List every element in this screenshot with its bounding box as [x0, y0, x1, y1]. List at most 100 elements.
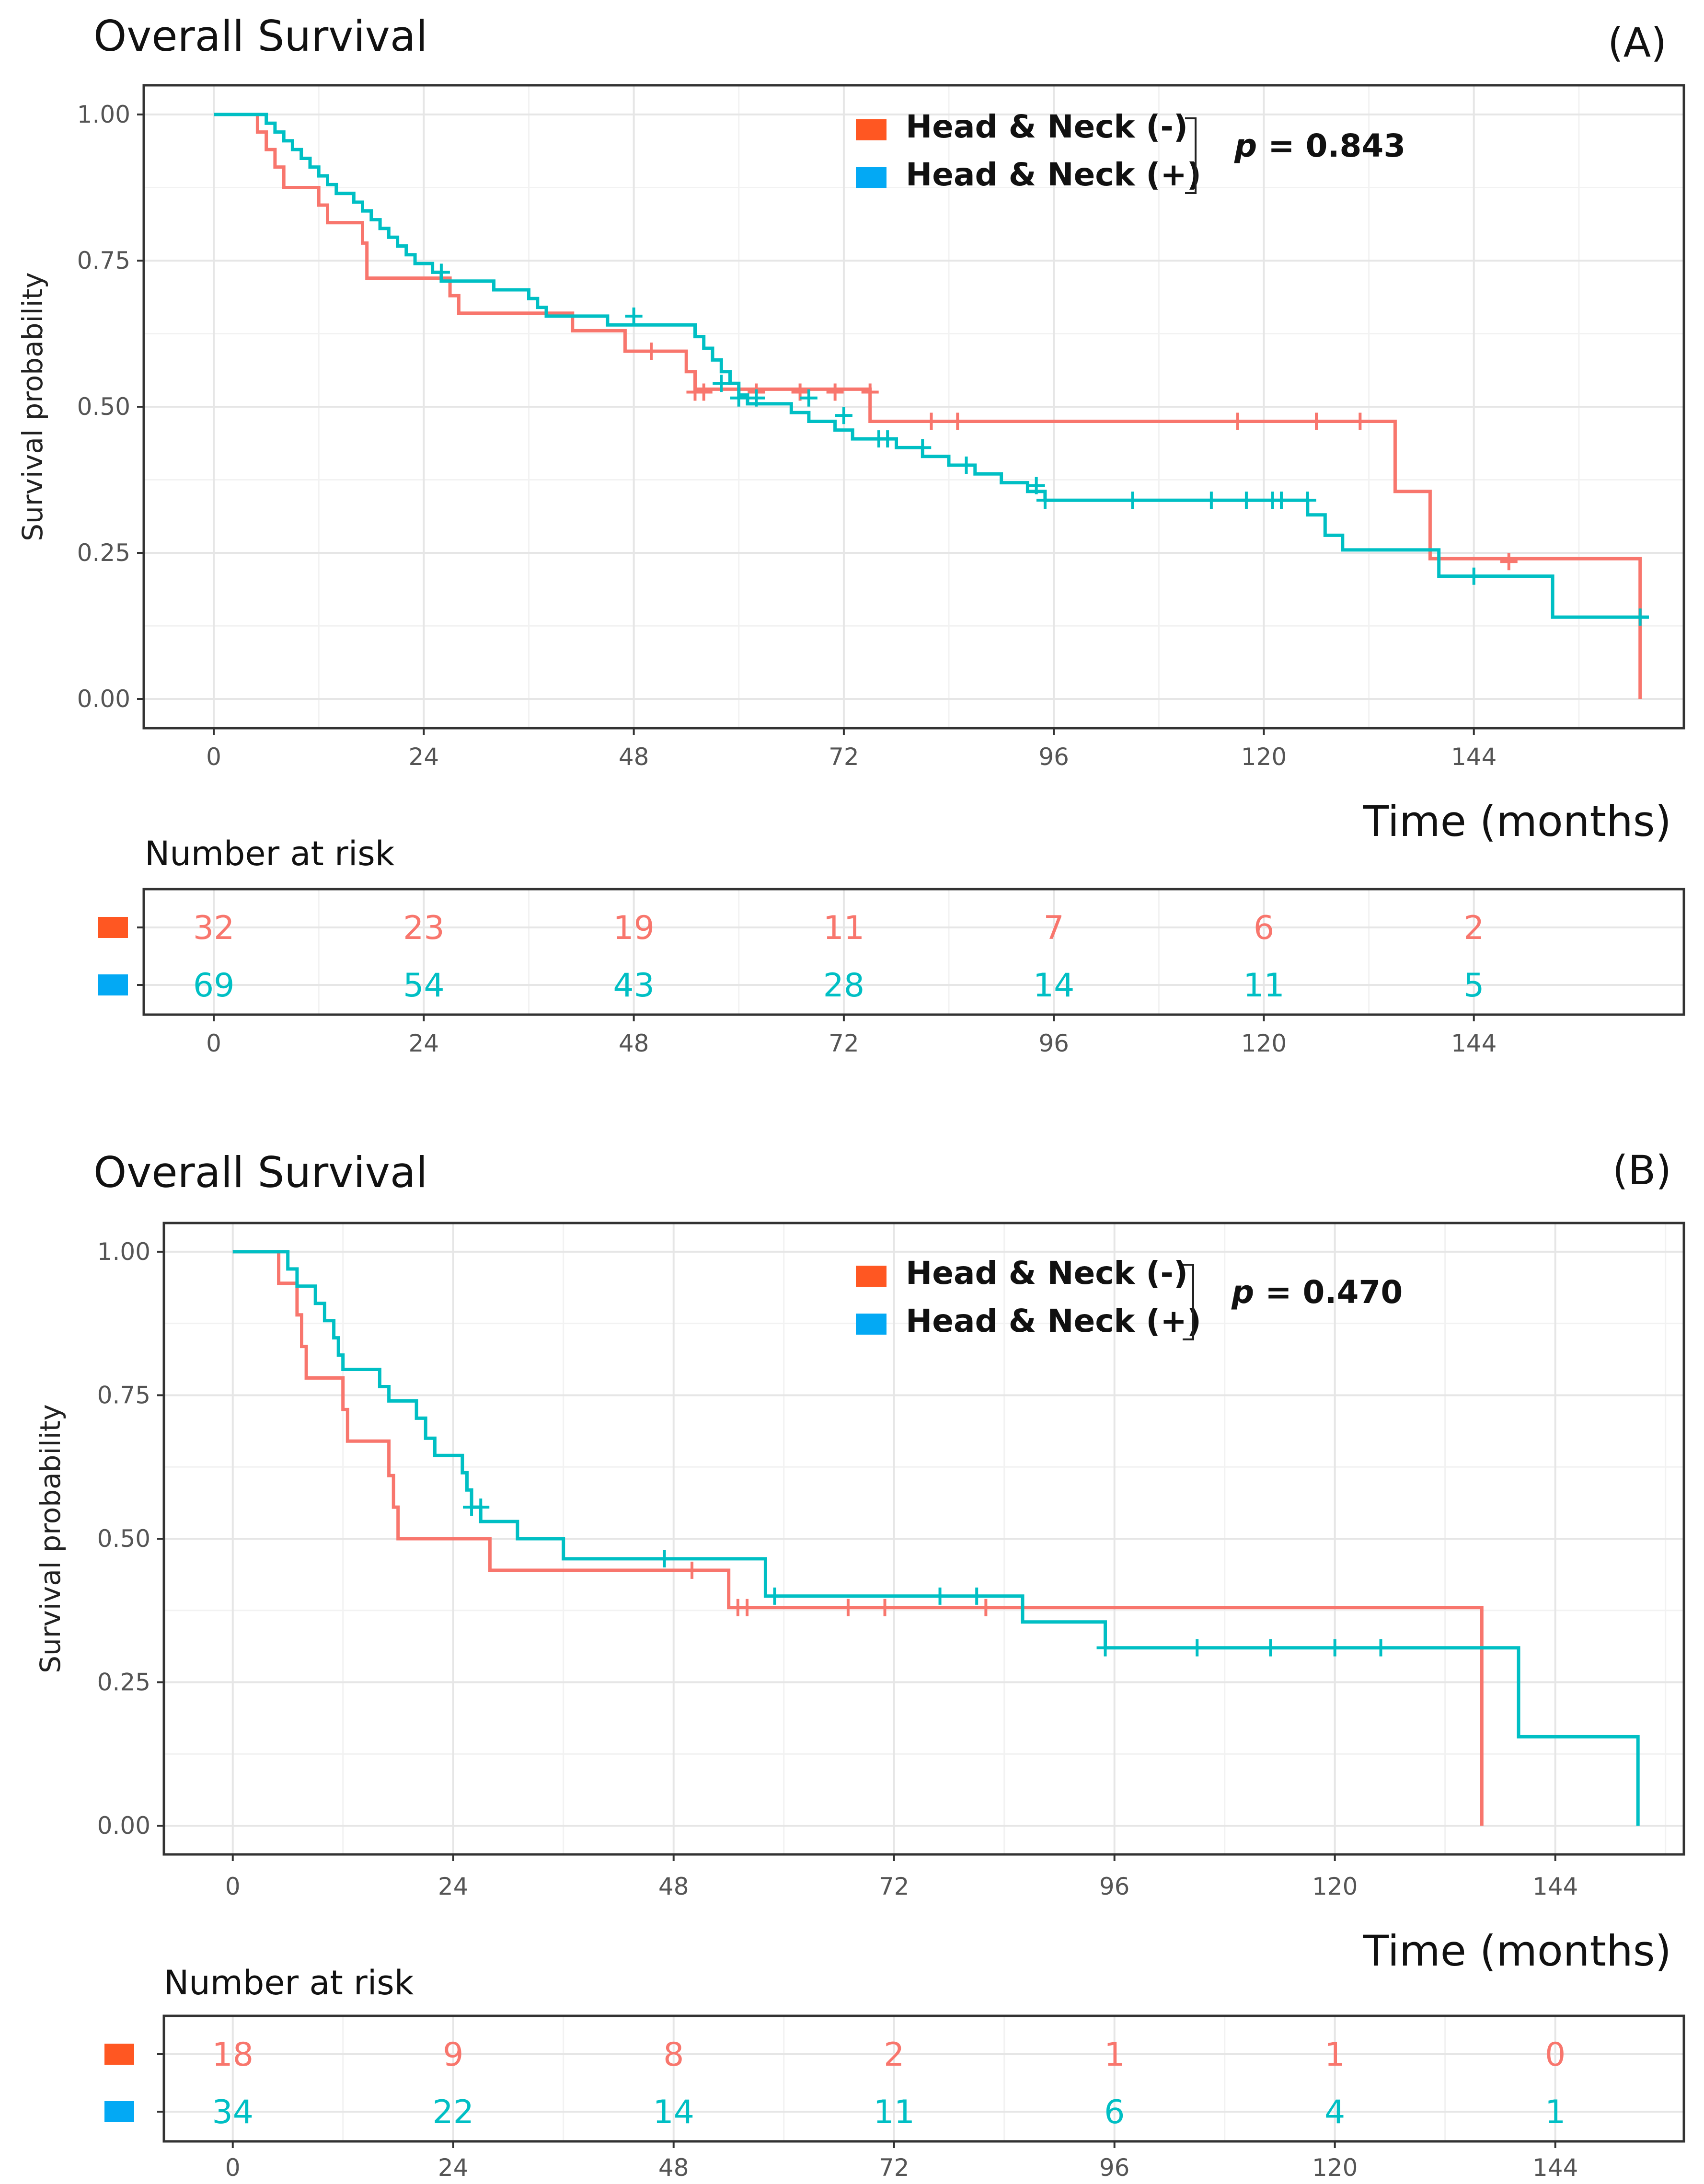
risk-count: 69 [193, 967, 235, 1005]
x-tick-label: 144 [1532, 1873, 1578, 1900]
censor-mark [1188, 1639, 1206, 1657]
risk-table-grid [164, 2016, 1684, 2141]
censor-mark [800, 389, 817, 407]
censor-mark [1036, 492, 1054, 509]
censor-mark [791, 383, 809, 401]
censor-mark [1500, 553, 1518, 571]
risk-count: 23 [403, 909, 445, 947]
risk-count: 54 [403, 967, 445, 1005]
risk-x-tick-label: 72 [879, 2154, 910, 2182]
censor-marks-pos [463, 1498, 1390, 1657]
x-tick-label: 24 [438, 1873, 469, 1900]
censor-mark [835, 407, 852, 424]
y-tick-label: 1.00 [97, 1238, 150, 1266]
censor-marks-pos [432, 263, 1649, 626]
censor-mark [738, 1599, 756, 1616]
y-axis-label: Survival probability [16, 272, 49, 541]
p-value: p = 0.843 [1234, 127, 1405, 164]
risk-x-tick-label: 144 [1532, 2154, 1578, 2182]
survival-curve-neg [232, 1250, 1484, 1826]
risk-count: 1 [1545, 2093, 1566, 2131]
panel-label: (B) [1612, 1147, 1671, 1194]
x-tick-label: 24 [409, 743, 439, 771]
y-tick-label: 0.75 [97, 1381, 150, 1409]
legend-item-neg: Head & Neck (-) [856, 1255, 1188, 1292]
legend-label: Head & Neck (+) [906, 1303, 1201, 1339]
censor-mark [730, 389, 748, 407]
censor-mark [1299, 492, 1316, 509]
risk-count: 11 [873, 2093, 915, 2131]
censor-mark [1262, 1639, 1279, 1657]
censor-mark [1308, 412, 1325, 430]
censor-mark [914, 439, 932, 457]
chart-title: Overall Survival [93, 11, 427, 61]
risk-count: 19 [613, 909, 655, 947]
legend: Head & Neck (-) Head & Neck (+) p = 0.843 [856, 108, 1405, 194]
risk-count: 6 [1254, 909, 1274, 947]
risk-x-tick-label: 0 [225, 2154, 241, 2182]
risk-x-tick-label: 0 [206, 1029, 221, 1057]
risk-count: 11 [1243, 967, 1285, 1005]
risk-x-tick-label: 72 [829, 1029, 859, 1057]
y-tick-label: 0.75 [77, 247, 130, 274]
censor-mark [968, 1587, 986, 1605]
censor-mark [1372, 1639, 1390, 1657]
survival-curve-neg [214, 113, 1642, 699]
risk-count: 43 [613, 967, 655, 1005]
censor-mark [472, 1498, 490, 1516]
risk-x-tick-label: 24 [438, 2154, 469, 2182]
censor-mark [1237, 492, 1255, 509]
x-tick-label: 144 [1451, 743, 1497, 771]
x-axis-label: Time (months) [1363, 1926, 1671, 1976]
plot-border [142, 84, 1685, 730]
censor-mark [876, 1599, 894, 1616]
gridlines [164, 1223, 1684, 1854]
risk-count: 2 [1463, 909, 1484, 947]
risk-row-key-neg [98, 917, 128, 938]
censor-mark [1465, 567, 1483, 585]
risk-row-key-pos [104, 2101, 134, 2122]
censor-mark [1202, 492, 1220, 509]
censor-mark [861, 383, 879, 401]
risk-table-title: Number at risk [164, 1963, 414, 2002]
risk-count: 1 [1324, 2036, 1345, 2074]
censor-mark [879, 430, 897, 448]
censor-mark [1351, 412, 1369, 430]
p-value: p = 0.470 [1231, 1274, 1403, 1311]
risk-count: 14 [1033, 967, 1075, 1005]
x-tick-label: 72 [879, 1873, 910, 1900]
panel-b: Overall Survival (B)0 24 48 72 96 120 1440.000.… [34, 1147, 1685, 2182]
legend-item-neg: Head & Neck (-) [856, 108, 1188, 145]
risk-count: 7 [1044, 909, 1064, 947]
censor-mark [839, 1599, 857, 1616]
risk-x-tick-label: 48 [619, 1029, 649, 1057]
p-value-symbol: p [1234, 127, 1257, 164]
panel-label: (A) [1608, 19, 1667, 66]
censor-mark [748, 389, 765, 407]
censor-mark [977, 1599, 995, 1616]
gridlines [144, 85, 1684, 728]
legend-bracket [1183, 1264, 1194, 1340]
legend-item-pos: Head & Neck (+) [856, 1303, 1201, 1339]
legend-label: Head & Neck (-) [906, 1255, 1188, 1292]
censor-mark [695, 383, 713, 401]
censor-mark [713, 375, 730, 392]
censor-mark [1326, 1639, 1344, 1657]
risk-count: 14 [653, 2093, 694, 2131]
risk-count: 22 [432, 2093, 474, 2131]
censor-mark [1229, 412, 1246, 430]
y-axis-label: Survival probability [34, 1404, 67, 1673]
risk-x-tick-label: 24 [409, 1029, 439, 1057]
x-tick-label: 0 [206, 743, 221, 771]
y-tick-label: 0.50 [77, 393, 130, 421]
censor-mark [766, 1587, 783, 1605]
legend-swatch [856, 119, 887, 140]
risk-table-background [164, 2016, 1684, 2141]
survival-curve-pos [232, 1250, 1640, 1826]
censor-mark [625, 307, 643, 325]
x-axis-label: Time (months) [1363, 797, 1671, 846]
censor-mark [1124, 492, 1141, 509]
legend-label: Head & Neck (-) [906, 108, 1188, 145]
censor-mark [931, 1587, 949, 1605]
censor-marks-neg [683, 1561, 995, 1616]
